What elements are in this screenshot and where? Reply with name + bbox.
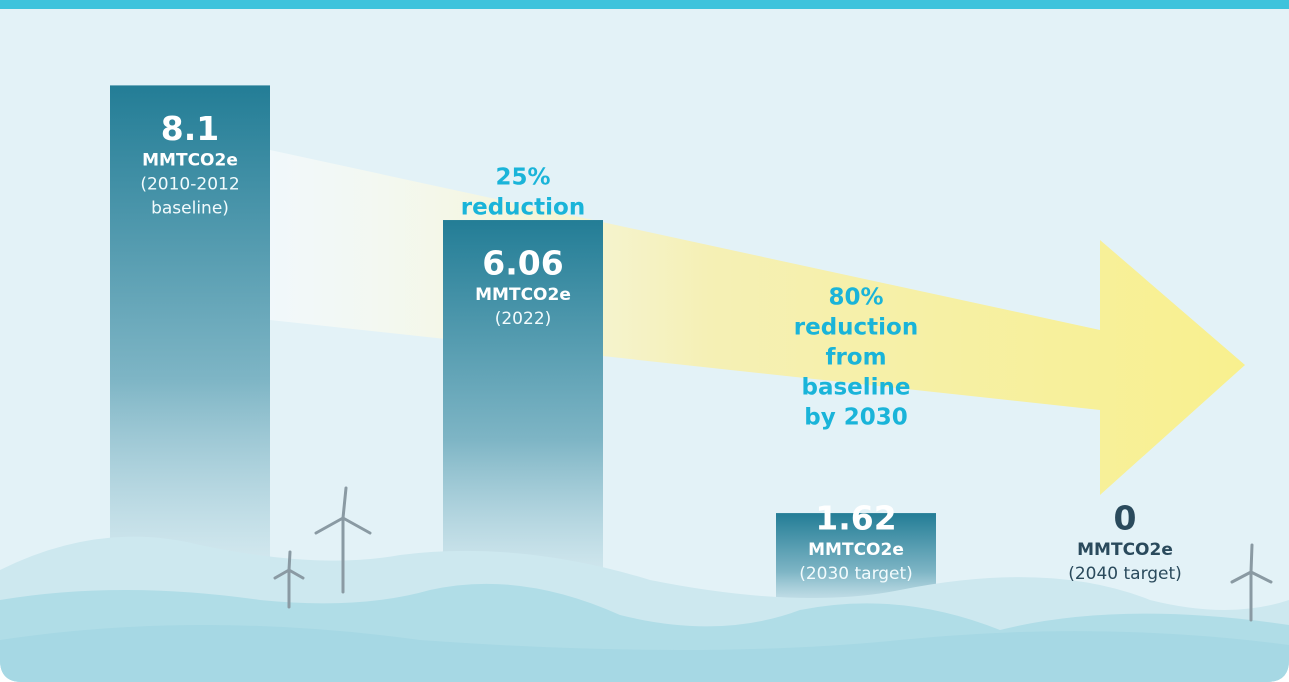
note-label: (2040 target) bbox=[1068, 564, 1182, 584]
annotation: 25% bbox=[495, 165, 550, 191]
value-label: 8.1 bbox=[161, 109, 219, 148]
annotation: by 2030 bbox=[804, 405, 907, 431]
annotation: from bbox=[825, 345, 886, 371]
unit-label: MMTCO2e bbox=[475, 285, 571, 305]
value-label: 6.06 bbox=[482, 244, 563, 283]
annotation: reduction bbox=[794, 315, 918, 341]
annotation: baseline bbox=[801, 375, 910, 401]
bar bbox=[110, 85, 270, 620]
unit-label: MMTCO2e bbox=[808, 540, 904, 560]
value-label: 1.62 bbox=[815, 499, 896, 538]
value-label: 0 bbox=[1114, 499, 1137, 538]
note-label: (2022) bbox=[495, 309, 552, 329]
note-label: (2010-2012 bbox=[140, 174, 239, 194]
hills bbox=[0, 486, 1289, 682]
note-label: baseline) bbox=[151, 198, 229, 218]
unit-label: MMTCO2e bbox=[1077, 540, 1173, 560]
annotation: 80% bbox=[828, 285, 883, 311]
note-label: (2030 target) bbox=[799, 564, 913, 584]
unit-label: MMTCO2e bbox=[142, 150, 238, 170]
annotation: reduction bbox=[461, 195, 585, 221]
